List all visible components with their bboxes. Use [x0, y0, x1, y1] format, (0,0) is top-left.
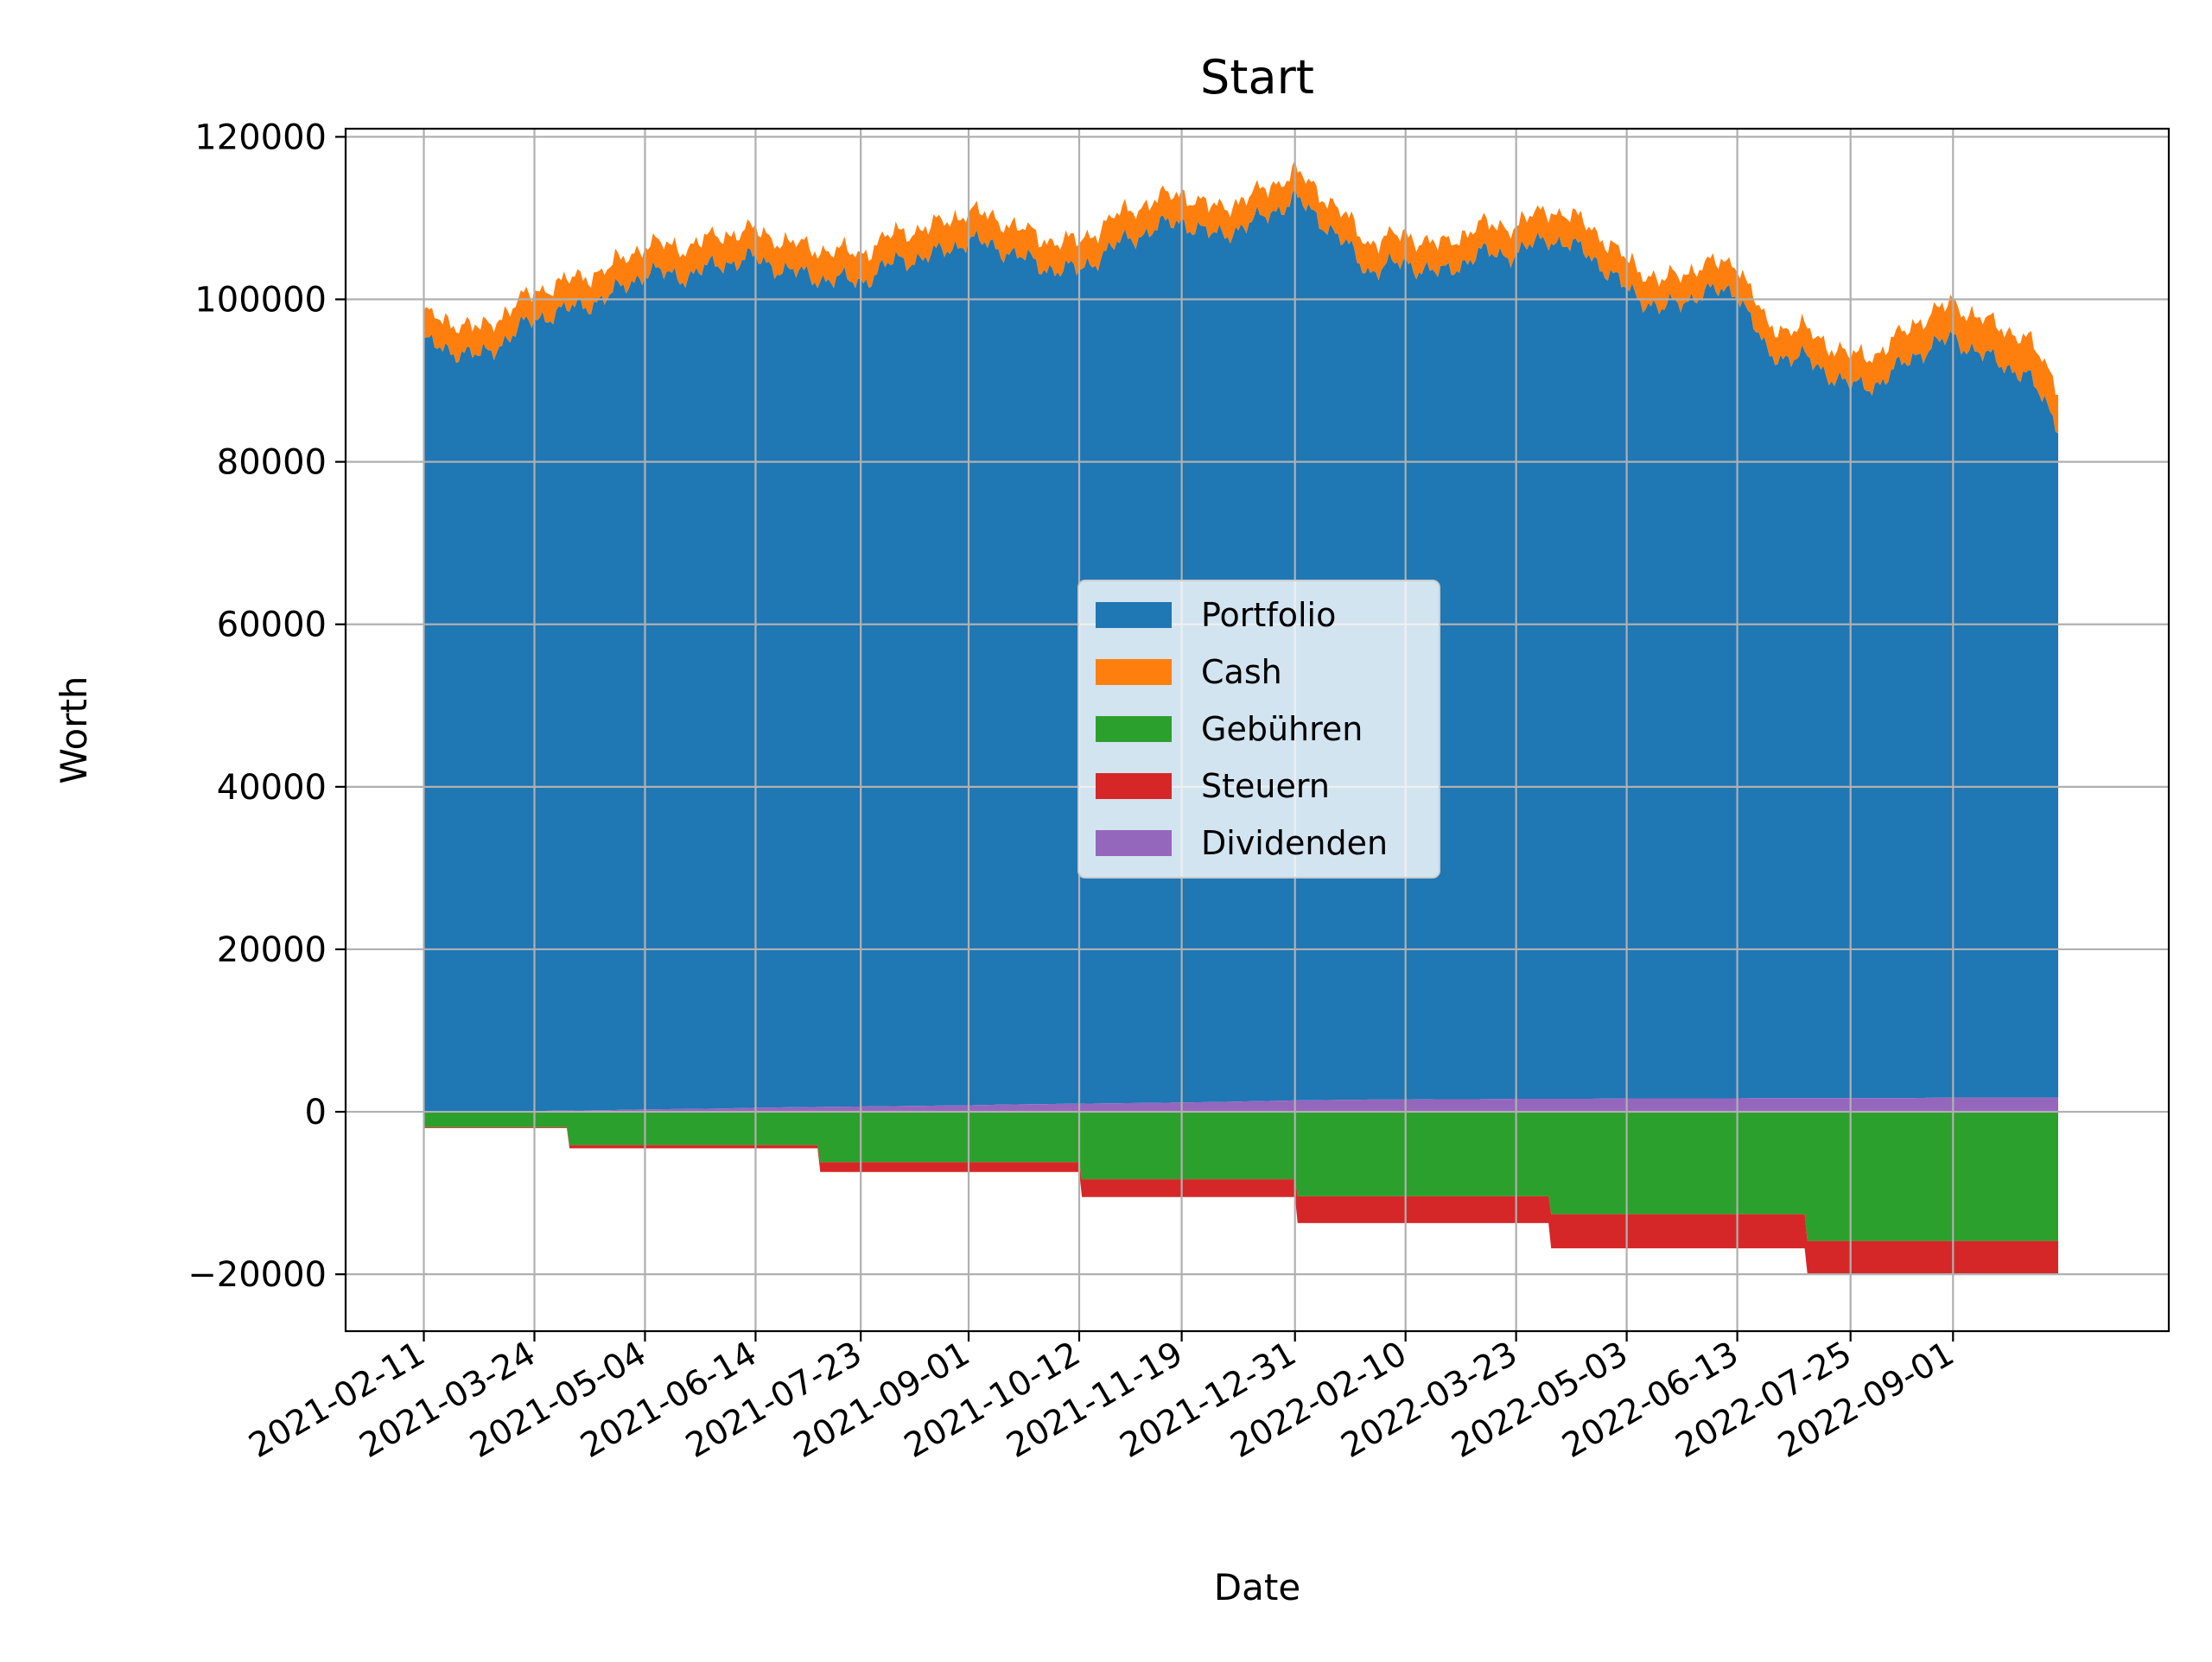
- y-tick-label-5: 80000: [217, 443, 327, 483]
- series-area-cash: [423, 160, 2058, 434]
- legend-label-cash: Cash: [1201, 653, 1282, 691]
- series-area-steuern: [423, 1126, 2058, 1274]
- chart-title: Start: [1200, 50, 1314, 105]
- y-tick-label-1: 0: [305, 1093, 327, 1132]
- axes: [344, 127, 2171, 1333]
- tick-marks: [335, 136, 1955, 1342]
- legend-swatch-cash: [1096, 659, 1172, 685]
- y-tick-label-0: −20000: [188, 1255, 327, 1295]
- legend-box: [1077, 580, 1440, 879]
- x-axis-label: Date: [1214, 1566, 1300, 1608]
- axes-frame: [344, 127, 2171, 1333]
- y-tick-label-3: 40000: [217, 768, 327, 808]
- grid: [346, 129, 2169, 1331]
- y-tick-label-6: 100000: [194, 281, 327, 320]
- legend-swatch-dividenden: [1096, 830, 1172, 856]
- legend-swatch-gebuehren: [1096, 716, 1172, 742]
- legend-label-dividenden: Dividenden: [1201, 824, 1388, 862]
- y-tick-label-4: 60000: [217, 606, 327, 645]
- legend-swatch-portfolio: [1096, 602, 1172, 628]
- legend-label-portfolio: Portfolio: [1201, 596, 1336, 634]
- y-axis-label: Worth: [53, 676, 95, 783]
- y-tick-label-2: 20000: [217, 930, 327, 970]
- legend: Portfolio Cash Gebühren Steuern Dividenden: [1077, 580, 1440, 879]
- legend-swatch-steuern: [1096, 773, 1172, 799]
- legend-label-steuern: Steuern: [1201, 767, 1330, 805]
- series-area-gebuehren: [423, 1112, 2058, 1241]
- series-area-dividenden: [423, 1097, 2058, 1113]
- legend-label-gebuehren: Gebühren: [1201, 710, 1363, 748]
- y-tick-label-7: 120000: [194, 117, 327, 157]
